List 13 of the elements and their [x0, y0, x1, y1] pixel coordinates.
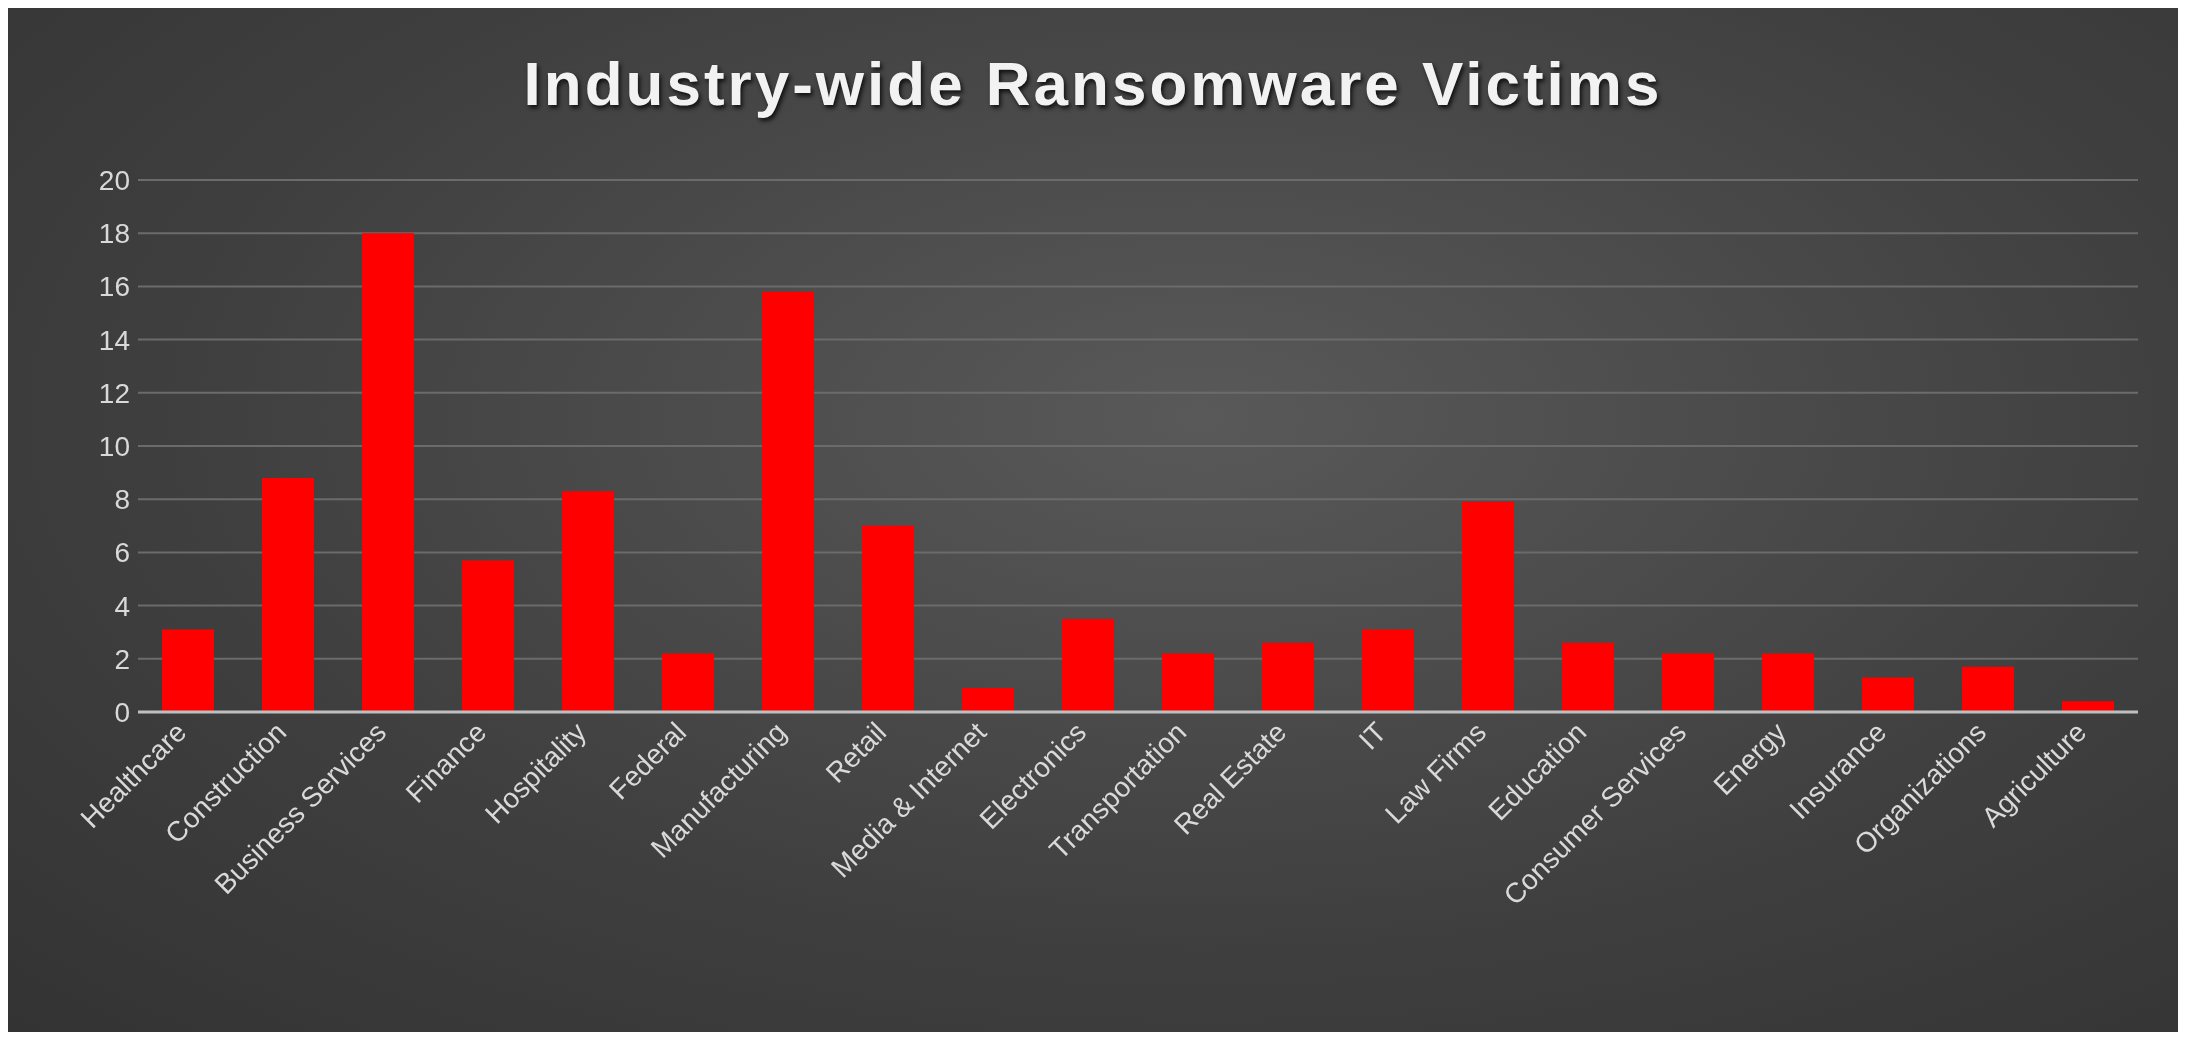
chart-title: Industry-wide Ransomware Victims	[522, 48, 1664, 119]
y-tick-label: 10	[98, 430, 130, 462]
y-tick-label: 4	[114, 590, 130, 622]
y-tick-label: 8	[114, 484, 130, 516]
y-tick-label: 14	[98, 324, 130, 356]
y-tick-label: 16	[98, 271, 130, 303]
y-tick-label: 0	[114, 696, 130, 728]
y-tick-label: 6	[114, 537, 130, 569]
y-tick-label: 20	[98, 164, 130, 196]
y-tick-label: 2	[114, 643, 130, 675]
y-tick-label: 12	[98, 377, 130, 409]
y-tick-label: 18	[98, 218, 130, 250]
x-tick-label: IT	[1352, 716, 1393, 756]
